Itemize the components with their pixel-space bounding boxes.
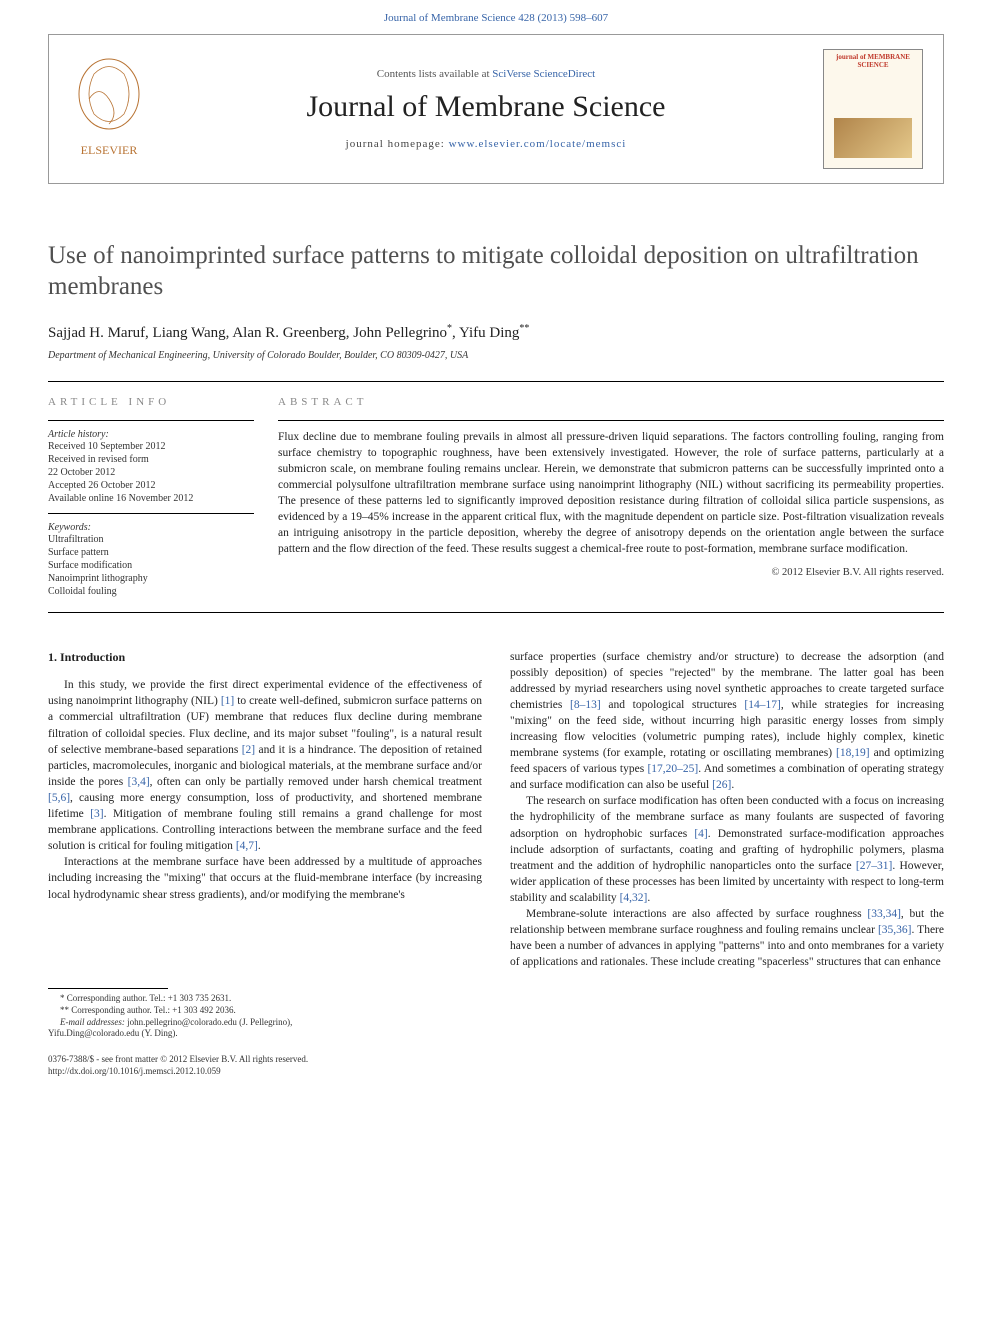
journal-citation-top[interactable]: Journal of Membrane Science 428 (2013) 5… (0, 0, 992, 24)
info-divider-2 (48, 513, 254, 514)
body-paragraph: surface properties (surface chemistry an… (510, 649, 944, 794)
abstract-divider (278, 420, 944, 421)
journal-cover-thumb: journal of MEMBRANE SCIENCE (823, 49, 923, 169)
article-title: Use of nanoimprinted surface patterns to… (48, 240, 944, 303)
history-label: Article history: (48, 429, 254, 440)
body-paragraph: In this study, we provide the first dire… (48, 677, 482, 854)
article-info-block: article info Article history: Received 1… (48, 382, 278, 598)
footer-notes: * Corresponding author. Tel.: +1 303 735… (48, 988, 468, 1040)
history-item: Available online 16 November 2012 (48, 492, 254, 505)
keyword-item: Ultrafiltration (48, 533, 254, 546)
header-box: ELSEVIER Contents lists available at Sci… (48, 34, 944, 184)
elsevier-logo: ELSEVIER (64, 54, 154, 164)
body-paragraph: Membrane-solute interactions are also af… (510, 906, 944, 970)
cover-thumb-title: journal of MEMBRANE SCIENCE (824, 50, 922, 69)
authors-line: Sajjad H. Maruf, Liang Wang, Alan R. Gre… (48, 323, 944, 342)
email-2: Yifu.Ding@colorado.edu (Y. Ding). (48, 1028, 468, 1040)
section-number: 1. (48, 650, 57, 664)
email-label: E-mail addresses: (60, 1017, 127, 1027)
body-column-right: surface properties (surface chemistry an… (510, 649, 944, 971)
sciencedirect-link[interactable]: SciVerse ScienceDirect (492, 68, 595, 80)
asterisk-2: ** (519, 323, 529, 334)
corresponding-author-2: ** Corresponding author. Tel.: +1 303 49… (48, 1005, 468, 1017)
contents-list-line: Contents lists available at SciVerse Sci… (169, 68, 803, 80)
journal-cover-cell: journal of MEMBRANE SCIENCE (803, 35, 943, 183)
info-divider-1 (48, 420, 254, 421)
authors-last: , Yifu Ding (452, 325, 519, 341)
body-columns: 1. Introduction In this study, we provid… (48, 649, 944, 971)
info-abstract-row: article info Article history: Received 1… (48, 382, 944, 598)
body-column-left: 1. Introduction In this study, we provid… (48, 649, 482, 971)
history-item: Received in revised form (48, 453, 254, 466)
affiliation: Department of Mechanical Engineering, Un… (48, 350, 944, 361)
keywords-label: Keywords: (48, 522, 254, 533)
cover-thumb-image (834, 118, 912, 158)
divider-bottom (48, 612, 944, 613)
header-center: Contents lists available at SciVerse Sci… (169, 35, 803, 183)
abstract-block: abstract Flux decline due to membrane fo… (278, 382, 944, 598)
svg-text:ELSEVIER: ELSEVIER (81, 143, 138, 157)
history-item: Accepted 26 October 2012 (48, 479, 254, 492)
journal-homepage-line: journal homepage: www.elsevier.com/locat… (169, 138, 803, 150)
authors-first-group: Sajjad H. Maruf, Liang Wang, Alan R. Gre… (48, 325, 447, 341)
keyword-item: Surface pattern (48, 546, 254, 559)
email-addresses: E-mail addresses: john.pellegrino@colora… (48, 1017, 468, 1029)
publisher-logo-cell: ELSEVIER (49, 35, 169, 183)
journal-title: Journal of Membrane Science (169, 90, 803, 124)
bottom-meta: 0376-7388/$ - see front matter © 2012 El… (48, 1054, 944, 1077)
contents-prefix: Contents lists available at (377, 68, 492, 80)
abstract-copyright: © 2012 Elsevier B.V. All rights reserved… (278, 567, 944, 578)
keyword-item: Nanoimprint lithography (48, 572, 254, 585)
homepage-link[interactable]: www.elsevier.com/locate/memsci (449, 138, 627, 150)
corresponding-author-1: * Corresponding author. Tel.: +1 303 735… (48, 993, 468, 1005)
body-paragraph: The research on surface modification has… (510, 793, 944, 906)
issn-line: 0376-7388/$ - see front matter © 2012 El… (48, 1054, 944, 1066)
section-heading: 1. Introduction (48, 649, 482, 666)
abstract-text: Flux decline due to membrane fouling pre… (278, 429, 944, 558)
section-title: Introduction (60, 650, 125, 664)
keyword-item: Colloidal fouling (48, 585, 254, 598)
body-paragraph: Interactions at the membrane surface hav… (48, 854, 482, 902)
abstract-header: abstract (278, 396, 944, 408)
history-item: Received 10 September 2012 (48, 440, 254, 453)
article-front-matter: Use of nanoimprinted surface patterns to… (48, 240, 944, 361)
history-item: 22 October 2012 (48, 466, 254, 479)
footer-divider (48, 988, 168, 989)
doi-line[interactable]: http://dx.doi.org/10.1016/j.memsci.2012.… (48, 1066, 944, 1078)
homepage-prefix: journal homepage: (346, 138, 449, 150)
keyword-item: Surface modification (48, 559, 254, 572)
email-1: john.pellegrino@colorado.edu (J. Pellegr… (127, 1017, 292, 1027)
article-info-header: article info (48, 396, 254, 408)
